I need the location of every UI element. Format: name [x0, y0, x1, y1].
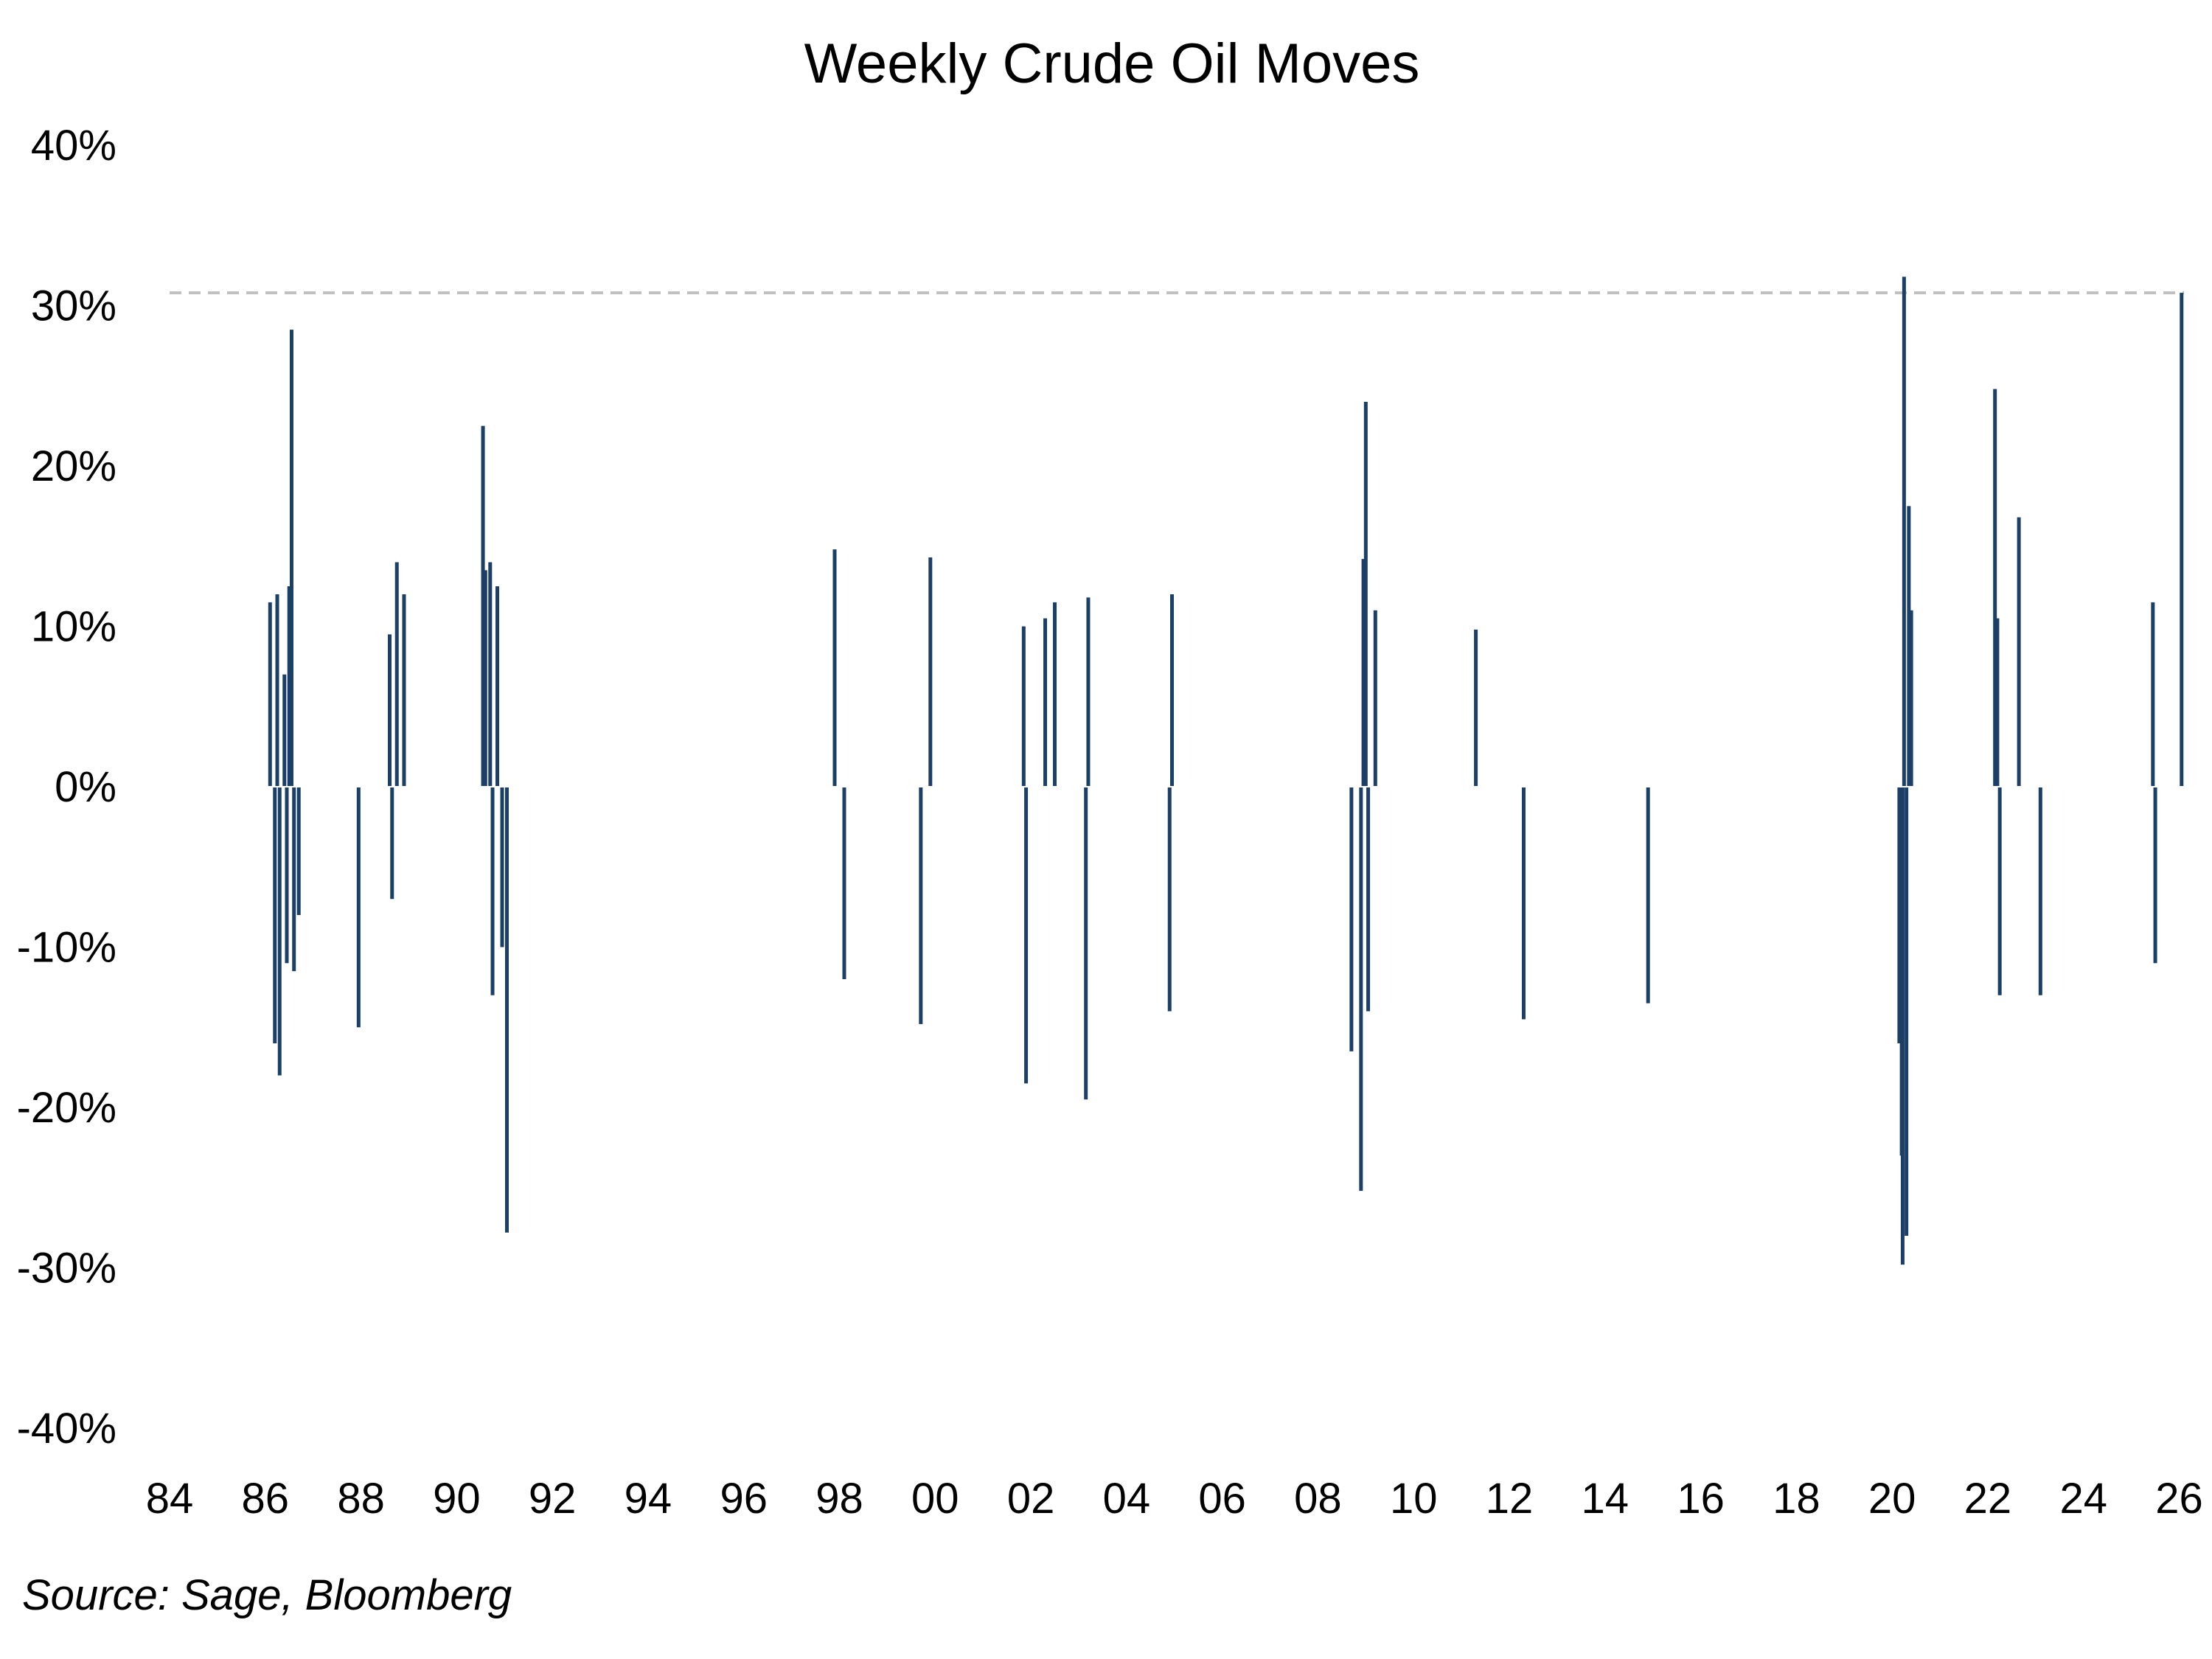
y-tick-label: 0% [55, 763, 116, 811]
x-tick-label: 20 [1868, 1475, 1916, 1523]
bar [2017, 517, 2021, 787]
bar [1349, 787, 1354, 1051]
bar [268, 602, 272, 787]
bar [481, 425, 485, 787]
bar [1909, 610, 1913, 787]
bar [495, 586, 500, 787]
y-tick-label: -10% [17, 924, 116, 972]
bar [1053, 602, 1057, 787]
bar [483, 570, 487, 787]
x-tick-label: 18 [1773, 1475, 1820, 1523]
x-tick-label: 14 [1582, 1475, 1630, 1523]
bar [1905, 787, 1909, 1236]
bar [1474, 629, 1478, 787]
bar [1900, 787, 1905, 1265]
bar [390, 787, 394, 900]
bar [842, 787, 846, 979]
bar [1521, 787, 1526, 1020]
x-tick-label: 24 [2059, 1475, 2107, 1523]
x-tick-label: 04 [1103, 1475, 1151, 1523]
x-tick-label: 96 [720, 1475, 768, 1523]
bar [2180, 293, 2184, 787]
bar [1084, 787, 1088, 1100]
x-tick-label: 90 [433, 1475, 481, 1523]
bar [1897, 787, 1902, 1043]
bar [1995, 618, 2000, 787]
x-tick-label: 12 [1486, 1475, 1534, 1523]
x-tick-label: 02 [1007, 1475, 1055, 1523]
x-tick-label: 22 [1964, 1475, 2012, 1523]
bar [277, 787, 282, 1076]
chart-title: Weekly Crude Oil Moves [804, 32, 1420, 95]
bar [275, 594, 279, 787]
y-tick-label: 40% [31, 122, 116, 170]
bar [1363, 402, 1368, 787]
bar [488, 562, 493, 787]
bar [1997, 787, 2002, 995]
bar [2153, 787, 2157, 964]
bar [1043, 618, 1048, 787]
bar [287, 586, 291, 787]
bar [273, 787, 277, 1043]
bar [356, 787, 361, 1028]
x-tick-label: 92 [529, 1475, 577, 1523]
bar [1646, 787, 1650, 1004]
bar [1359, 787, 1363, 1192]
bar [1167, 787, 1172, 1012]
bar [2038, 787, 2042, 995]
bar [1366, 787, 1371, 1012]
x-tick-label: 08 [1294, 1475, 1342, 1523]
x-tick-label: 26 [2155, 1475, 2203, 1523]
bar [289, 330, 293, 787]
bar [1361, 559, 1366, 787]
bar [394, 562, 399, 787]
bar [504, 787, 509, 1233]
x-tick-label: 10 [1390, 1475, 1438, 1523]
x-tick-label: 94 [625, 1475, 672, 1523]
x-tick-label: 16 [1677, 1475, 1725, 1523]
bar [388, 634, 392, 787]
bar [1902, 276, 1906, 787]
y-tick-label: -20% [17, 1084, 116, 1132]
y-tick-label: 10% [31, 603, 116, 651]
bar [832, 549, 837, 787]
bar [282, 674, 287, 787]
bar [490, 787, 495, 995]
bar [1993, 389, 1997, 787]
bar [402, 594, 406, 787]
bar [292, 787, 296, 972]
x-tick-label: 00 [911, 1475, 959, 1523]
y-tick-label: 30% [31, 282, 116, 330]
bar [1086, 597, 1091, 787]
x-tick-label: 88 [337, 1475, 385, 1523]
bar [1170, 594, 1175, 787]
y-tick-label: 20% [31, 442, 116, 490]
bar [296, 787, 301, 915]
bar [500, 787, 504, 947]
x-tick-label: 84 [146, 1475, 194, 1523]
bar [1021, 626, 1026, 787]
y-tick-label: -40% [17, 1405, 116, 1453]
bar [1907, 506, 1911, 787]
x-tick-label: 06 [1198, 1475, 1246, 1523]
bar [919, 787, 923, 1024]
bar [2151, 602, 2155, 787]
source-note: Source: Sage, Bloomberg [22, 1571, 512, 1619]
bar [1024, 787, 1029, 1084]
y-tick-label: -30% [17, 1245, 116, 1293]
bar [928, 557, 933, 787]
x-tick-label: 98 [815, 1475, 863, 1523]
bar [285, 787, 289, 964]
bar [1373, 610, 1377, 787]
x-tick-label: 86 [242, 1475, 290, 1523]
